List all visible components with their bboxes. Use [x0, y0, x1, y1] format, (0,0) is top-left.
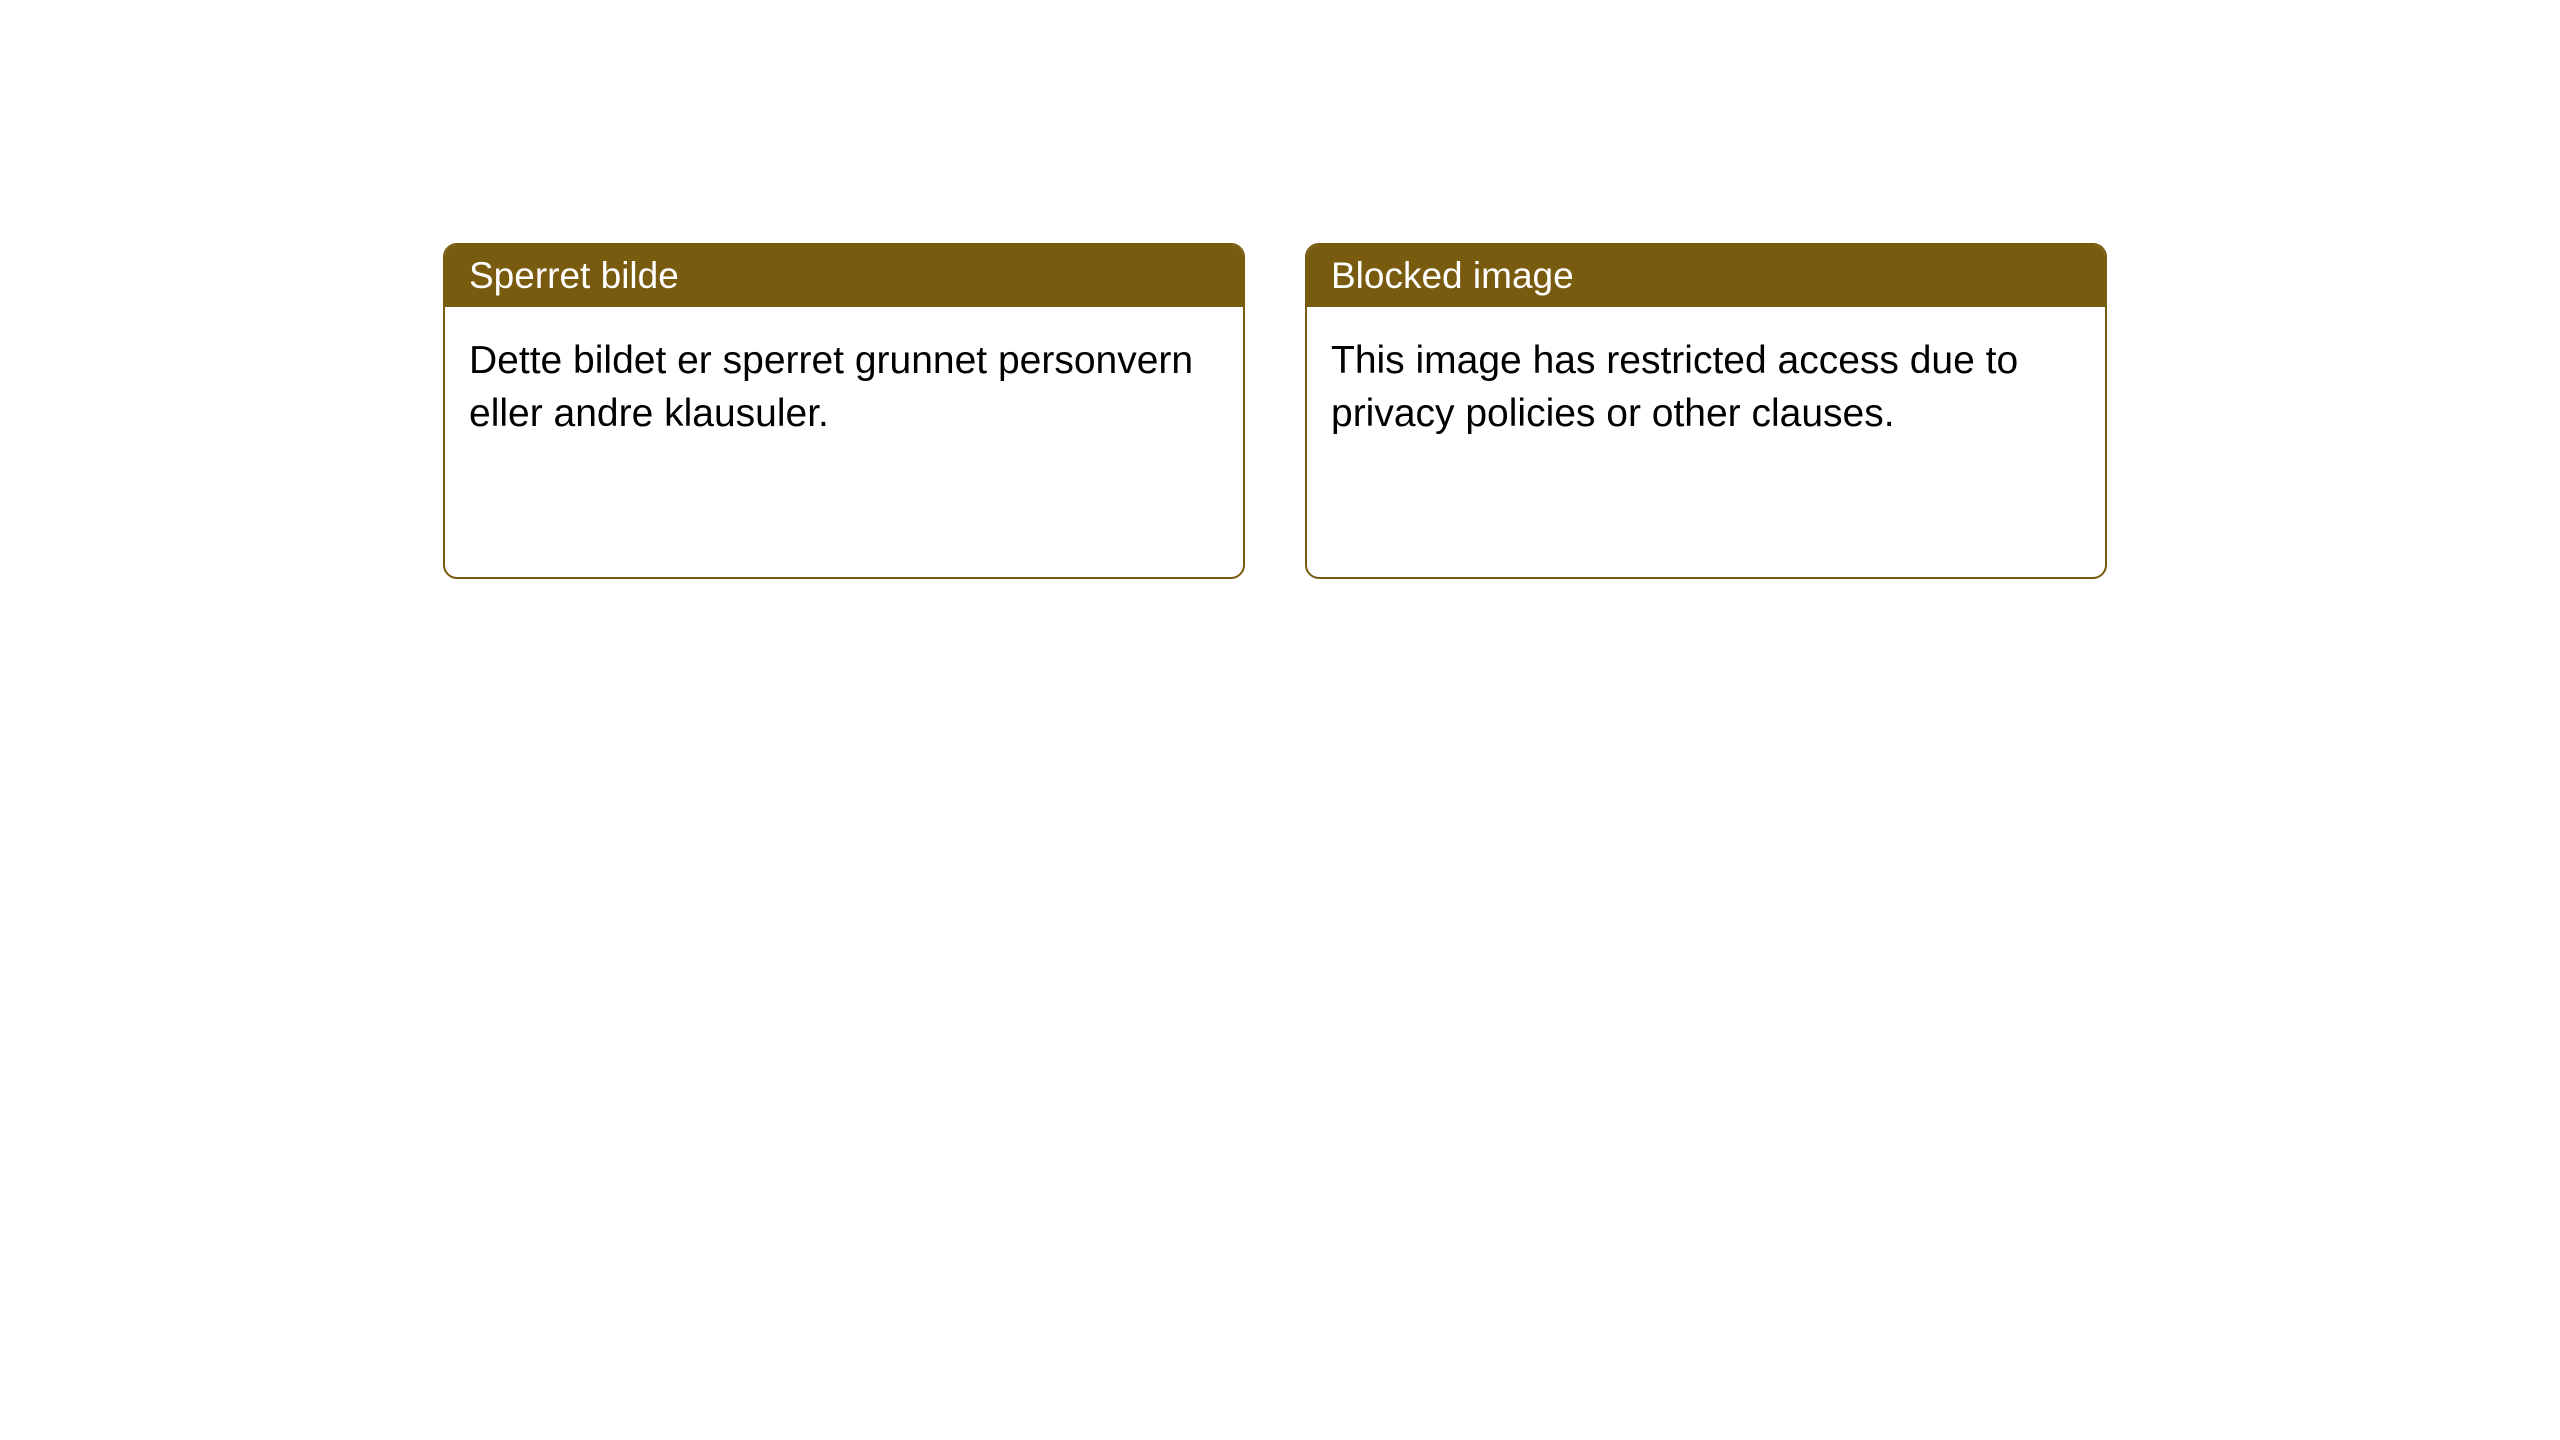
notice-title-norwegian: Sperret bilde [445, 245, 1243, 307]
notice-card-norwegian: Sperret bilde Dette bildet er sperret gr… [443, 243, 1245, 579]
notice-body-english: This image has restricted access due to … [1307, 307, 2105, 468]
notice-body-norwegian: Dette bildet er sperret grunnet personve… [445, 307, 1243, 468]
notice-container: Sperret bilde Dette bildet er sperret gr… [443, 243, 2107, 579]
notice-title-english: Blocked image [1307, 245, 2105, 307]
notice-card-english: Blocked image This image has restricted … [1305, 243, 2107, 579]
